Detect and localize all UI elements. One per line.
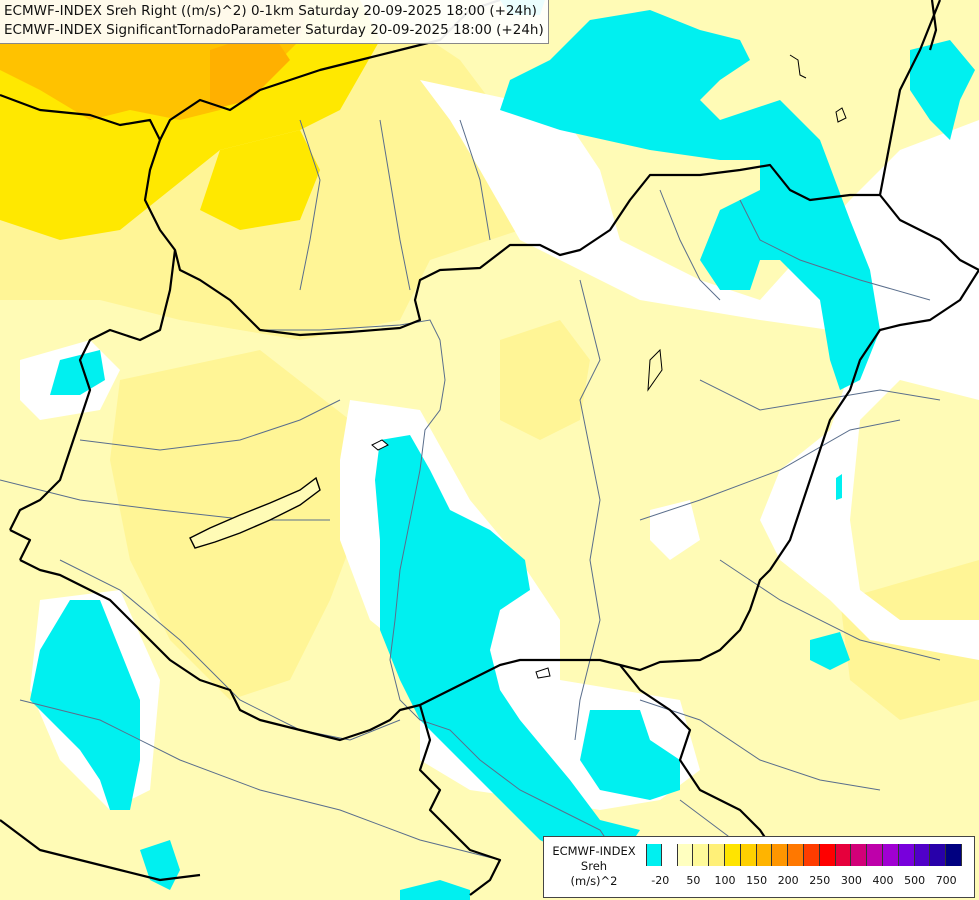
- legend-swatch: [914, 844, 931, 866]
- legend-swatch: [867, 844, 883, 866]
- legend-tick-label: 200: [777, 874, 799, 887]
- legend-swatch: [819, 844, 836, 866]
- river-north-3: [459, 119, 491, 241]
- legend-tick-label: 100: [714, 874, 736, 887]
- legend-title: ECMWF-INDEX Sreh (m/s)^2: [544, 837, 644, 897]
- field-white-east-blob: [650, 500, 700, 560]
- legend-swatch: [946, 844, 962, 866]
- river-east-2: [719, 559, 941, 661]
- rivers: [0, 119, 941, 881]
- lake-small-2: [789, 54, 807, 79]
- legend-swatch: [930, 844, 947, 866]
- river-tisza: [574, 279, 601, 741]
- field-cyan-east-speck: [836, 474, 842, 500]
- field-cyan-se: [810, 632, 850, 670]
- border-at-hu: [9, 249, 177, 531]
- legend-swatch: [788, 844, 804, 866]
- legend-tick-label: 150: [746, 874, 768, 887]
- river-west-2: [0, 479, 330, 521]
- legend-tick-label: 50: [686, 874, 701, 887]
- legend-ticks: -20 50 100 150 200 250 300 400 500 700: [646, 874, 968, 890]
- river-south-1: [639, 699, 881, 791]
- border-ua-ro: [878, 0, 942, 196]
- border-ne-coast: [928, 0, 938, 51]
- legend-swatch: [709, 844, 725, 866]
- color-legend: ECMWF-INDEX Sreh (m/s)^2 -20 50 100 150 200 2…: [543, 836, 975, 898]
- field-cyan-south-centre: [580, 710, 680, 800]
- field-light-yellow-centre: [500, 320, 590, 440]
- border-ro-rs: [619, 664, 781, 861]
- legend-swatch: [740, 844, 757, 866]
- legend-swatch: [756, 844, 773, 866]
- border-sw: [0, 819, 201, 882]
- map-title: ECMWF-INDEX Sreh Right ((m/s)^2) 0-1km S…: [0, 0, 549, 44]
- lake-balaton: [189, 476, 321, 549]
- legend-tick-label: -20: [651, 874, 670, 887]
- river-east-1: [699, 379, 941, 411]
- river-drava: [59, 559, 401, 741]
- river-danube: [260, 319, 621, 861]
- lake-small-3: [835, 107, 847, 123]
- legend-swatch: [661, 844, 678, 866]
- legend-tick-label: 400: [872, 874, 894, 887]
- legend-tick-label: 700: [935, 874, 957, 887]
- river-mures: [639, 419, 901, 521]
- river-sava: [19, 699, 501, 861]
- legend-swatch: [693, 844, 710, 866]
- border-at-sk-north: [0, 93, 979, 337]
- legend-title-line-1: ECMWF-INDEX: [552, 844, 636, 858]
- legend-swatch: [898, 844, 915, 866]
- river-west-1: [79, 399, 341, 451]
- legend-swatch: [835, 844, 852, 866]
- border-hu-ro: [19, 269, 979, 742]
- field-cyan-west-small: [50, 350, 105, 395]
- title-line-1: ECMWF-INDEX Sreh Right ((m/s)^2) 0-1km S…: [4, 3, 537, 19]
- lake-small-4: [535, 667, 551, 679]
- border-slovenia: [9, 529, 32, 561]
- field-yellow-n: [200, 130, 320, 230]
- lake-small-5: [647, 348, 663, 392]
- legend-swatch: [646, 844, 662, 866]
- field-cyan-west: [30, 600, 140, 810]
- river-north-1: [299, 119, 321, 291]
- field-orange-core: [210, 30, 290, 110]
- legend-tick-label: 250: [809, 874, 831, 887]
- legend-swatch: [772, 844, 789, 866]
- legend-title-line-2: Sreh: [580, 859, 608, 873]
- river-ne-2: [739, 199, 931, 301]
- legend-tick-label: 500: [904, 874, 926, 887]
- field-cyan-ne: [910, 40, 975, 140]
- legend-swatch: [803, 844, 820, 866]
- legend-swatch: [724, 844, 741, 866]
- legend-tick-label: 300: [840, 874, 862, 887]
- legend-swatch: [677, 844, 694, 866]
- river-north-2: [379, 119, 411, 291]
- legend-swatches: [646, 844, 962, 866]
- legend-title-line-3: (m/s)^2: [570, 874, 618, 888]
- legend-swatch: [882, 844, 899, 866]
- field-cyan-north: [500, 10, 880, 390]
- legend-swatch: [851, 844, 868, 866]
- field-cyan-lake: [375, 435, 640, 860]
- lake-small-1: [371, 439, 389, 451]
- field-cyan-bottom: [400, 880, 470, 900]
- border-serbia: [418, 704, 502, 896]
- field-light-yellow-east: [600, 300, 820, 460]
- title-line-2: ECMWF-INDEX SignificantTornadoParameter …: [4, 22, 544, 38]
- river-ne-1: [659, 189, 721, 301]
